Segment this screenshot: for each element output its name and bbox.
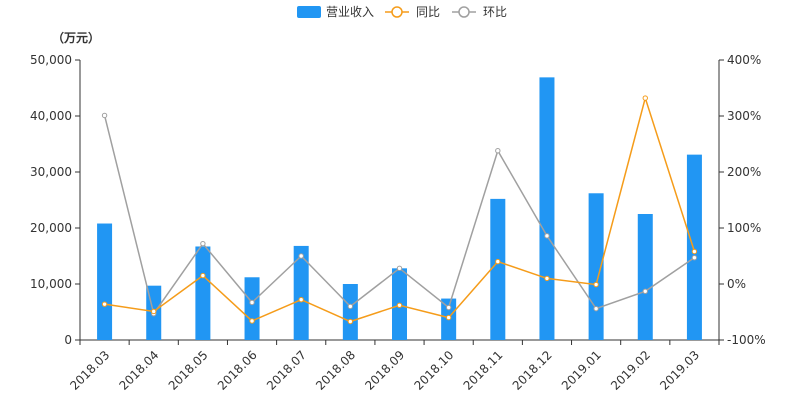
mom-point [691,254,698,261]
x-tick-label: 2018.11 [461,348,506,393]
yoy-point [544,275,550,282]
revenue-bar [539,77,555,341]
left-tick-label: 40,000 [30,109,72,123]
legend-label-mom: 环比 [483,5,507,19]
mom-point [445,304,452,311]
mom-point [396,265,403,272]
left-tick-label: 0 [64,333,72,347]
revenue-bar [637,214,653,340]
right-tick-label: 200% [727,165,761,179]
yoy-point [445,314,452,321]
x-tick-label: 2019.03 [657,348,702,393]
x-tick-label: 2018.07 [264,348,309,393]
yoy-point [298,296,304,303]
yoy-point [200,272,206,279]
axes: 0 10,000 20,000 30,000 40,000 50,000 -100% 0% 10… [30,53,766,393]
yoy-point [691,248,698,255]
mom-point [249,299,255,306]
legend: 营业收入 同比 环比 [297,5,507,19]
legend-swatch-revenue [297,6,321,18]
ratio-lines [101,95,698,325]
mom-point [642,288,648,294]
yoy-point [249,318,255,324]
yoy-point [495,258,501,265]
mom-point [495,148,501,154]
yoy-point [593,281,599,288]
revenue-bar [686,154,702,340]
mom-point [593,305,599,312]
legend-marker-mom [458,6,470,18]
mom-point [200,240,206,247]
mom-point [101,112,108,119]
right-tick-label: -100% [727,333,766,347]
left-tick-label: 50,000 [30,53,72,67]
x-tick-label: 2018.08 [313,348,358,393]
yoy-point [101,301,108,307]
yoy-point [642,95,648,101]
right-tick-label: 400% [727,53,761,67]
x-tick-label: 2018.05 [166,348,211,393]
left-tick-label: 10,000 [30,277,72,291]
revenue-bars [97,77,702,341]
revenue-bar [97,223,113,340]
x-tick-label: 2018.09 [362,348,407,393]
yoy-point [347,318,354,325]
yoy-point [151,308,157,315]
right-tick-label: 300% [727,109,761,123]
legend-label-yoy: 同比 [416,5,440,19]
x-tick-label: 2019.01 [559,348,604,393]
x-tick-label: 2019.02 [608,348,653,393]
x-tick-label: 2018.04 [117,348,162,393]
mom-point [298,253,304,259]
mom-point [347,303,354,310]
revenue-bar [293,245,309,340]
yoy-point [396,302,403,308]
right-tick-label: 0% [727,277,746,291]
y-axis-unit-label: （万元） [52,30,100,45]
legend-marker-yoy [391,6,403,18]
revenue-bar [490,198,506,340]
revenue-bar [342,284,358,340]
revenue-bar [195,246,211,340]
revenue-bar [244,277,260,340]
legend-label-revenue: 营业收入 [326,5,374,19]
right-tick-label: 100% [727,221,761,235]
left-tick-label: 30,000 [30,165,72,179]
x-tick-label: 2018.06 [215,348,260,393]
x-tick-label: 2018.03 [67,348,112,393]
mom-point [544,233,550,239]
x-tick-label: 2018.12 [510,348,555,393]
left-tick-label: 20,000 [30,221,72,235]
x-tick-label: 2018.10 [411,348,456,393]
